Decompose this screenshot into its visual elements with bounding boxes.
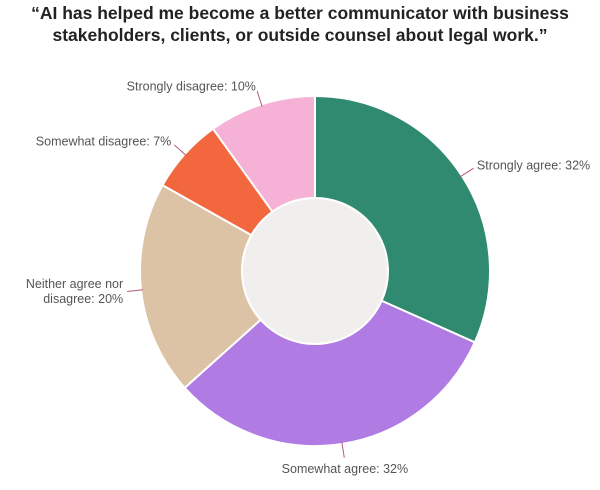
donut-slice	[139, 183, 263, 390]
data-label: Somewhat agree: 32%	[281, 461, 409, 476]
donut-hole	[243, 199, 387, 343]
chart-title: “AI has helped me become a better commun…	[31, 3, 569, 45]
data-label: Somewhat disagree: 7%	[35, 134, 172, 149]
leader-line	[459, 167, 474, 178]
leader-line	[127, 289, 144, 293]
leader-line	[341, 441, 345, 458]
donut-slice	[211, 94, 316, 214]
data-label: Strongly disagree: 10%	[126, 79, 256, 94]
data-label: Neither agree nor disagree: 20%	[25, 276, 124, 306]
leader-line	[256, 90, 263, 107]
donut-slice	[183, 299, 477, 447]
leader-line	[173, 144, 187, 156]
donut-slice	[314, 94, 491, 344]
data-label: Strongly agree: 32%	[476, 158, 591, 173]
